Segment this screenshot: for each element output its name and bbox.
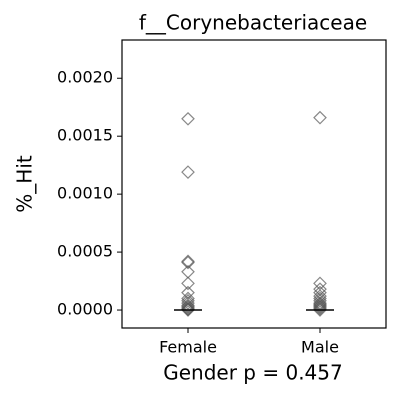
point: [313, 303, 327, 317]
chart-title: f__Corynebacteriaceae: [139, 11, 367, 35]
point: [181, 165, 195, 179]
point: [181, 296, 195, 310]
y-tick-label: 0.0005: [57, 242, 113, 261]
point: [313, 296, 327, 310]
y-tick-label: 0.0000: [57, 300, 113, 319]
point: [181, 303, 195, 317]
point: [181, 299, 195, 314]
point: [313, 302, 327, 316]
x-tick-label: Female: [159, 338, 217, 357]
point: [313, 299, 327, 314]
plot-frame: [121, 39, 387, 329]
y-axis-label: %_Hit: [13, 155, 37, 213]
point: [313, 298, 327, 313]
point: [181, 111, 195, 126]
point: [181, 254, 195, 269]
x-axis-label: Gender p = 0.457: [163, 361, 342, 385]
point: [181, 255, 195, 270]
y-tick-label: 0.0010: [57, 184, 113, 203]
point: [181, 293, 195, 308]
point: [181, 298, 195, 313]
y-tick-label: 0.0020: [57, 68, 113, 87]
point: [313, 300, 327, 315]
x-tick-label: Male: [301, 338, 339, 357]
point: [313, 293, 327, 308]
y-tick-label: 0.0015: [57, 126, 113, 145]
point: [181, 300, 195, 315]
point: [181, 276, 195, 291]
point: [313, 110, 327, 125]
